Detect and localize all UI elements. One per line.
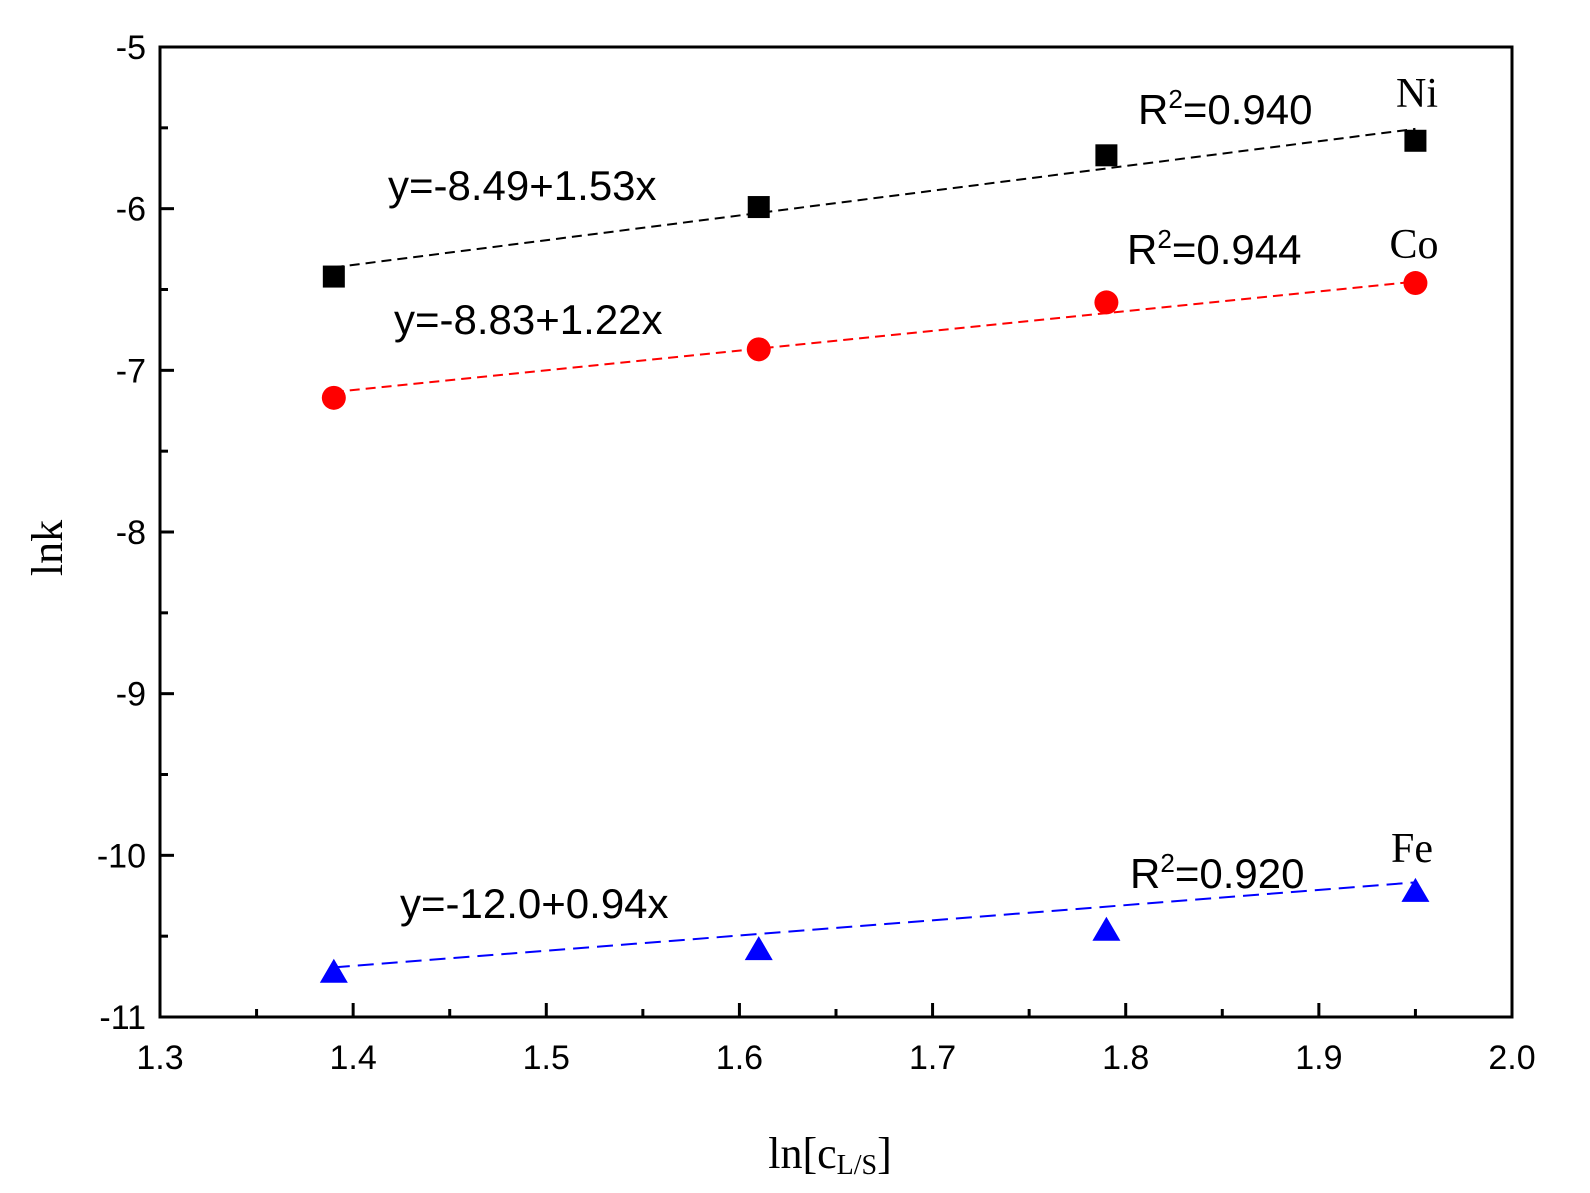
fit-line-fe	[333, 881, 1416, 969]
r2-label-co: R2=0.944	[1127, 224, 1301, 273]
axes: 1.3 1.4 1.5 1.6 1.7 1.8 1.9 2.0 -11 -10 -9 -8 -7 -6 -5	[97, 29, 1536, 1077]
fit-equation-co: y=-8.83+1.22x	[394, 296, 663, 343]
fit-equation-fe: y=-12.0+0.94x	[400, 880, 669, 927]
y-tick-label: -11	[99, 999, 146, 1037]
series-label-ni: Ni	[1396, 71, 1438, 117]
y-tick-label: -8	[116, 514, 146, 552]
y-tick-label: -7	[116, 352, 146, 390]
y-tick-label: -6	[116, 191, 146, 229]
r2-label-fe: R2=0.920	[1130, 848, 1304, 897]
x-tick-label: 1.3	[136, 1039, 183, 1077]
data-point	[1095, 144, 1118, 167]
x-axis-title-end: ]	[877, 1129, 892, 1178]
fit-line-co	[333, 280, 1416, 394]
y-tick-label: -9	[116, 676, 146, 714]
data-point	[747, 196, 770, 219]
x-axis-title: ln[cL/S]	[768, 1129, 892, 1181]
data-point	[1092, 916, 1121, 941]
fit-line-ni	[333, 127, 1416, 269]
annotations: y=-8.49+1.53x R2=0.940 Ni y=-8.83+1.22x R2=0…	[388, 71, 1439, 927]
plot-area	[319, 127, 1430, 983]
x-tick-label: 1.5	[523, 1039, 570, 1077]
fit-equation-ni: y=-8.49+1.53x	[388, 162, 657, 209]
y-tick-label: -10	[97, 837, 146, 875]
r2-label-ni: R2=0.940	[1138, 84, 1312, 133]
x-tick-label: 1.9	[1295, 1039, 1342, 1077]
data-point	[1094, 290, 1119, 315]
x-tick-label: 2.0	[1488, 1039, 1535, 1077]
data-point	[1404, 129, 1427, 152]
x-tick-label: 1.8	[1102, 1039, 1149, 1077]
series-ni	[322, 127, 1427, 288]
x-tick-label: 1.4	[330, 1039, 377, 1077]
data-point	[746, 337, 771, 362]
series-fe	[319, 877, 1430, 983]
y-tick-label: -5	[116, 29, 146, 67]
data-point	[322, 265, 345, 288]
series-label-co: Co	[1389, 222, 1438, 268]
plot-frame	[158, 45, 1514, 1019]
data-point	[321, 385, 346, 410]
x-axis-title-subscript: L/S	[837, 1150, 877, 1181]
y-axis-title: lnk	[23, 520, 72, 576]
series-co	[321, 271, 1428, 410]
x-tick-label: 1.6	[716, 1039, 763, 1077]
data-point	[744, 936, 773, 961]
data-point	[1401, 877, 1430, 902]
series-label-fe: Fe	[1391, 826, 1433, 872]
x-tick-label: 1.7	[909, 1039, 956, 1077]
x-axis-title-main: ln[c	[768, 1129, 836, 1178]
data-point	[319, 958, 348, 983]
data-point	[1403, 271, 1428, 296]
